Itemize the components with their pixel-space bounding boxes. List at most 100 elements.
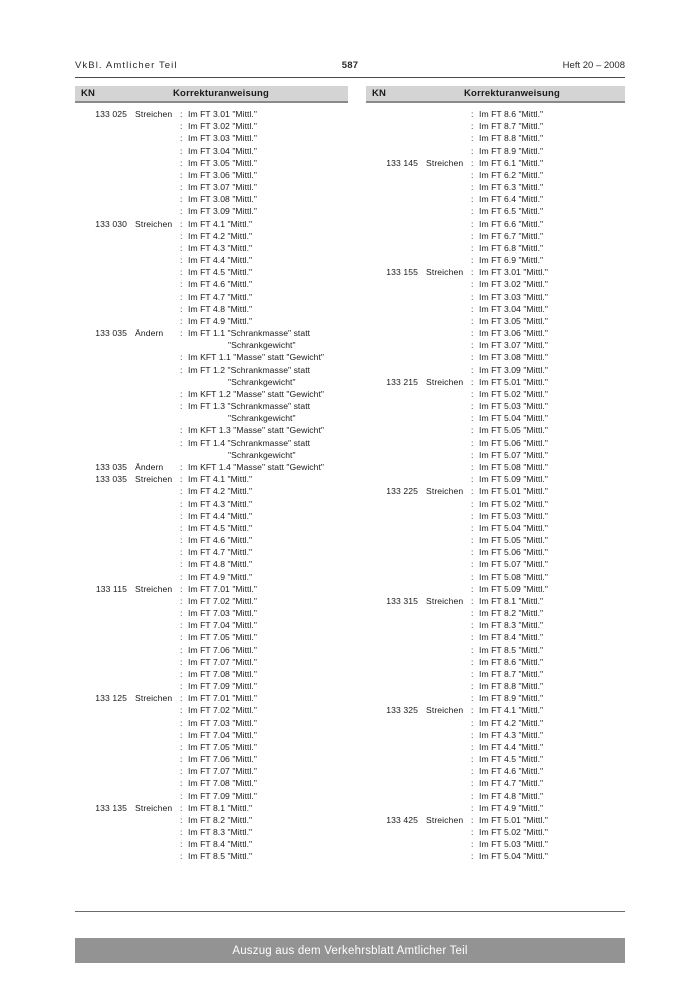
cell-colon: : (180, 121, 183, 132)
cell-korrekturanweisung: Im FT 7.01 "Mittl." (188, 583, 257, 594)
table-row: : Im FT 8.6 "Mittl." (366, 657, 636, 669)
cell-colon: : (471, 790, 474, 801)
cell-korrekturanweisung: Im FT 4.1 "Mittl." (188, 218, 253, 229)
cell-colon: : (180, 608, 183, 619)
table-header-right: KN Korrekturanweisung (366, 86, 625, 103)
cell-korrekturanweisung: Im FT 3.04 "Mittl." (479, 303, 548, 314)
cell-colon: : (180, 328, 183, 339)
table-row: : Im FT 3.06 "Mittl." (75, 170, 355, 182)
table-row: : Im FT 4.6 "Mittl." (75, 279, 355, 291)
cell-korrekturanweisung: Im FT 6.8 "Mittl." (479, 242, 544, 253)
table-row: : Im FT 7.04 "Mittl." (75, 620, 355, 632)
cell-colon: : (471, 741, 474, 752)
cell-korrekturanweisung: Im FT 3.07 "Mittl." (188, 182, 257, 193)
table-row: : Im FT 5.03 "Mittl." (366, 839, 636, 851)
cell-korrekturanweisung: Im KFT 1.1 "Masse" statt "Gewicht" (188, 352, 325, 363)
table-row: : Im FT 5.05 "Mittl." (366, 425, 636, 437)
table-row: 133 155 Streichen: Im FT 3.01 "Mittl." (366, 267, 636, 279)
cell-korrekturanweisung: Im FT 8.7 "Mittl." (479, 668, 544, 679)
cell-korrekturanweisung: Im FT 7.08 "Mittl." (188, 778, 257, 789)
cell-korrekturanweisung: Im FT 5.02 "Mittl." (479, 827, 548, 838)
table-row: : Im FT 7.07 "Mittl." (75, 657, 355, 669)
table-row: : Im FT 6.2 "Mittl." (366, 170, 636, 182)
table-row: : Im FT 5.02 "Mittl." (366, 827, 636, 839)
table-row: "Schrankgewicht" (75, 340, 355, 352)
table-row: : Im FT 5.09 "Mittl." (366, 474, 636, 486)
table-row: : Im FT 7.08 "Mittl." (75, 778, 355, 790)
table-row: : Im FT 7.04 "Mittl." (75, 730, 355, 742)
cell-colon: : (180, 741, 183, 752)
cell-korrekturanweisung: Im FT 3.05 "Mittl." (479, 315, 548, 326)
column-header-kn-left: KN (81, 88, 96, 99)
cell-action: Streichen (135, 693, 173, 704)
cell-korrekturanweisung: Im FT 3.02 "Mittl." (479, 279, 548, 290)
cell-colon: : (471, 340, 474, 351)
cell-korrekturanweisung: Im FT 5.02 "Mittl." (479, 498, 548, 509)
table-row: : Im FT 3.03 "Mittl." (366, 292, 636, 304)
cell-kn: 133 425 (386, 814, 418, 825)
cell-korrekturanweisung: Im FT 4.6 "Mittl." (188, 535, 253, 546)
cell-korrekturanweisung: Im FT 4.4 "Mittl." (188, 255, 253, 266)
table-row: : Im FT 8.4 "Mittl." (75, 839, 355, 851)
cell-korrekturanweisung: "Schrankgewicht" (228, 340, 296, 351)
cell-colon: : (471, 109, 474, 119)
cell-colon: : (471, 376, 474, 387)
cell-korrekturanweisung: Im FT 5.09 "Mittl." (479, 583, 548, 594)
cell-korrekturanweisung: Im FT 4.7 "Mittl." (188, 547, 253, 558)
cell-colon: : (180, 364, 183, 375)
table-row: : Im KFT 1.2 "Masse" statt "Gewicht" (75, 389, 355, 401)
cell-colon: : (180, 242, 183, 253)
cell-kn: 133 035 (95, 461, 127, 472)
table-row: : Im FT 4.5 "Mittl." (75, 523, 355, 535)
cell-colon: : (471, 267, 474, 278)
cell-kn: 133 215 (386, 376, 418, 387)
table-row: : Im FT 4.6 "Mittl." (75, 535, 355, 547)
table-row: : Im FT 6.7 "Mittl." (366, 231, 636, 243)
cell-korrekturanweisung: Im KFT 1.3 "Masse" statt "Gewicht" (188, 425, 325, 436)
cell-colon: : (180, 559, 183, 570)
cell-korrekturanweisung: Im FT 5.06 "Mittl." (479, 547, 548, 558)
cell-korrekturanweisung: Im FT 4.9 "Mittl." (188, 571, 253, 582)
table-row: : Im FT 3.02 "Mittl." (75, 121, 355, 133)
cell-colon: : (471, 656, 474, 667)
table-row: : Im FT 4.7 "Mittl." (75, 547, 355, 559)
cell-colon: : (180, 291, 183, 302)
cell-korrekturanweisung: Im FT 7.04 "Mittl." (188, 620, 257, 631)
cell-kn: 133 315 (386, 595, 418, 606)
cell-colon: : (180, 498, 183, 509)
cell-colon: : (180, 595, 183, 606)
cell-korrekturanweisung: Im FT 6.1 "Mittl." (479, 157, 544, 168)
cell-korrekturanweisung: Im FT 7.09 "Mittl." (188, 681, 257, 692)
issue-label: Heft 20 – 2008 (562, 60, 625, 71)
cell-korrekturanweisung: Im FT 8.2 "Mittl." (479, 608, 544, 619)
cell-colon: : (471, 608, 474, 619)
cell-action: Streichen (426, 267, 464, 278)
cell-colon: : (180, 401, 183, 412)
cell-colon: : (180, 157, 183, 168)
cell-colon: : (471, 352, 474, 363)
cell-action: Ändern (135, 328, 164, 339)
table-row: : Im FT 3.08 "Mittl." (366, 352, 636, 364)
cell-action: Streichen (426, 376, 464, 387)
cell-korrekturanweisung: Im FT 1.1 "Schrankmasse" statt (188, 328, 311, 339)
cell-korrekturanweisung: Im FT 4.1 "Mittl." (188, 474, 253, 485)
table-row: : Im FT 4.4 "Mittl." (75, 511, 355, 523)
cell-colon: : (180, 145, 183, 156)
cell-colon: : (471, 461, 474, 472)
cell-colon: : (180, 182, 183, 193)
cell-action: Streichen (135, 109, 173, 119)
table-row: : Im FT 4.9 "Mittl." (366, 803, 636, 815)
cell-colon: : (180, 218, 183, 229)
table-row: : Im FT 7.06 "Mittl." (75, 645, 355, 657)
cell-colon: : (471, 437, 474, 448)
table-row: : Im FT 5.08 "Mittl." (366, 462, 636, 474)
cell-colon: : (471, 693, 474, 704)
table-row: : Im FT 7.05 "Mittl." (75, 632, 355, 644)
table-row: : Im FT 6.8 "Mittl." (366, 243, 636, 255)
table-row: : Im FT 8.9 "Mittl." (366, 146, 636, 158)
cell-kn: 133 145 (386, 157, 418, 168)
table-row: : Im FT 4.5 "Mittl." (366, 754, 636, 766)
table-row: : Im FT 5.02 "Mittl." (366, 499, 636, 511)
cell-colon: : (471, 729, 474, 740)
